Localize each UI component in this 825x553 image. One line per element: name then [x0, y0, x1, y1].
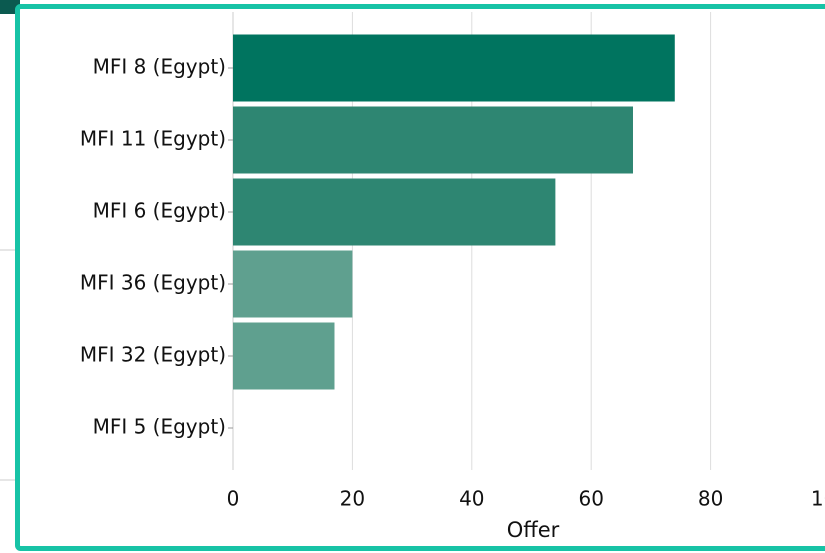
y-tick-label: MFI 6 (Egypt): [93, 199, 226, 223]
frame: [15, 4, 825, 551]
x-tick-label: 20: [340, 487, 365, 511]
bar: [233, 106, 633, 174]
bar: [233, 34, 675, 102]
y-tick-label: MFI 32 (Egypt): [80, 343, 226, 367]
plot-area: 0 20 40 60 80 100 MFI 8 (Egypt) MFI 11 (Egypt) M…: [80, 12, 825, 511]
x-tick-label: 40: [459, 487, 484, 511]
y-tick-label: MFI 8 (Egypt): [93, 55, 226, 79]
y-tick-label: MFI 5 (Egypt): [93, 415, 226, 439]
x-tick-label: 60: [578, 487, 603, 511]
bar: [233, 250, 353, 318]
x-axis-title: Offer: [507, 518, 560, 542]
bar: [233, 178, 556, 246]
bar: [233, 322, 335, 390]
y-tick-label: MFI 11 (Egypt): [80, 127, 226, 151]
x-tick-label: 0: [227, 487, 240, 511]
y-tick-label: MFI 36 (Egypt): [80, 271, 226, 295]
x-tick-label: 100: [811, 487, 825, 511]
x-tick-label: 80: [698, 487, 723, 511]
